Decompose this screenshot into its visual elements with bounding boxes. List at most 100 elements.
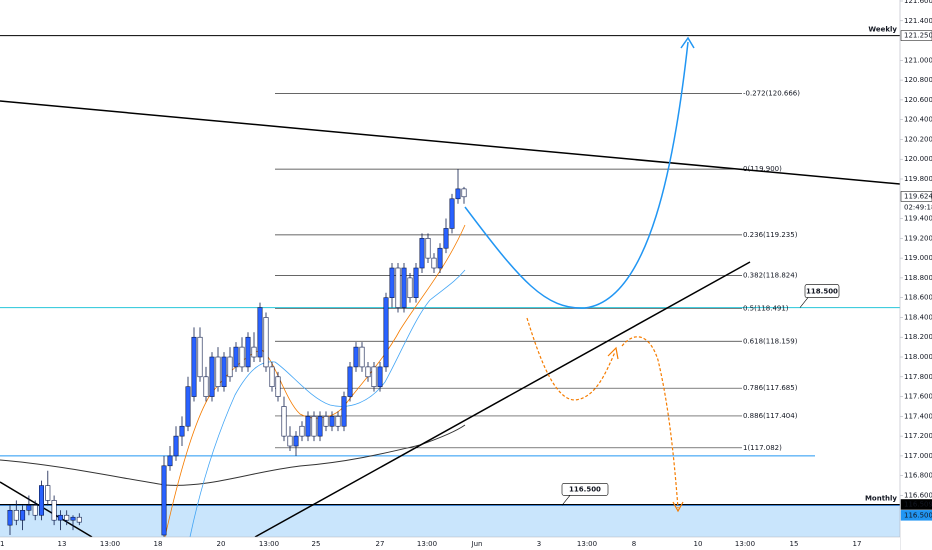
y-tick-label: 121.000 <box>904 56 932 64</box>
candle-body <box>311 416 317 437</box>
trend-line <box>254 261 751 538</box>
candle-body <box>293 435 299 447</box>
candle-body <box>13 509 19 521</box>
level-label: 118.500 <box>806 288 838 296</box>
candle-body <box>317 416 323 437</box>
candle-body <box>365 366 371 378</box>
candle-body <box>64 514 70 521</box>
y-tick-label: 120.400 <box>904 116 932 124</box>
fib-label: -0.272(120.666) <box>743 89 800 97</box>
candle-body <box>401 267 407 308</box>
candle-body <box>20 509 26 521</box>
candle-body <box>437 247 443 269</box>
x-tick-label: 20 <box>217 540 226 548</box>
y-tick-label: 118.600 <box>904 294 932 302</box>
candle-body <box>76 516 82 523</box>
candle-body <box>263 317 269 368</box>
price-axis <box>900 0 932 550</box>
y-tick-label: 118.000 <box>904 353 932 361</box>
candle-body <box>407 277 413 298</box>
time-axis <box>0 537 900 550</box>
y-tick-label: 118.800 <box>904 274 932 282</box>
price-label-box <box>900 191 932 202</box>
x-tick-label: 8 <box>632 540 636 548</box>
candle-body <box>173 435 179 457</box>
y-tick-label: 117.600 <box>904 393 932 401</box>
candle-body <box>245 336 251 368</box>
y-tick-label: 116.800 <box>904 472 932 480</box>
candle-body <box>443 228 449 249</box>
y-tick-label: 120.000 <box>904 155 932 163</box>
level-label-box <box>804 284 840 298</box>
candle-body <box>197 336 203 378</box>
candle-body <box>203 376 209 397</box>
x-tick-label: 15 <box>790 540 799 548</box>
fib-label: 0(119.900) <box>743 165 782 173</box>
price-label: 116.500 <box>904 511 932 519</box>
fib-label: 0.5(118.491) <box>743 304 789 312</box>
x-tick-label: 13:00 <box>735 540 755 548</box>
candle-body <box>323 416 329 427</box>
x-tick-label: 3 <box>537 540 541 548</box>
candle-body <box>32 505 38 516</box>
candle-body <box>45 485 51 501</box>
candle-body <box>227 356 233 378</box>
candle-body <box>7 509 13 526</box>
candle-body <box>389 267 395 298</box>
x-tick-label: 13:00 <box>577 540 597 548</box>
fib-label: 1(117.082) <box>743 444 782 452</box>
moving-average <box>164 224 466 538</box>
price-label: 121.250 <box>904 32 932 40</box>
candle-body <box>425 238 431 259</box>
x-tick-label: 1 <box>0 540 4 548</box>
level-name: Weekly <box>868 26 897 34</box>
candle-body <box>335 416 341 427</box>
candle-body <box>209 356 215 397</box>
candle-body <box>395 267 401 308</box>
zone-layer: 116.500 <box>0 483 900 537</box>
y-tick-label: 116.600 <box>904 491 932 499</box>
price-label: 119.624 <box>904 192 932 200</box>
y-tick-label: 120.600 <box>904 96 932 104</box>
candle-body <box>161 465 167 536</box>
candle-body <box>359 346 365 368</box>
candle-body <box>38 485 44 516</box>
price-label-box <box>900 499 932 510</box>
candle-body <box>281 406 287 437</box>
countdown: 02:49:18 <box>904 203 932 211</box>
y-tick-label: 120.800 <box>904 76 932 84</box>
y-tick-label: 121.400 <box>904 17 932 25</box>
level-layer: Weekly 118.500 Monthly -0.272(120.666) 0(119… <box>0 26 900 505</box>
arrow-head <box>672 501 684 513</box>
candle-body <box>251 346 257 358</box>
fib-label: 0.886(117.404) <box>743 412 798 420</box>
y-tick-label: 117.800 <box>904 373 932 381</box>
candle-body <box>221 356 227 387</box>
candle-body <box>383 297 389 368</box>
y-tick-label: 117.400 <box>904 412 932 420</box>
zone-label: 116.500 <box>569 485 601 493</box>
candle-body <box>287 435 293 447</box>
candle-body <box>329 416 335 427</box>
x-tick-label: 25 <box>312 540 321 548</box>
candle-body <box>269 366 275 387</box>
projection-arrow <box>526 317 616 401</box>
candle-body <box>449 198 455 229</box>
candle-body <box>57 514 63 521</box>
candle-body <box>461 188 467 198</box>
candle-body <box>353 346 359 368</box>
zone-label-box <box>561 483 609 496</box>
candle-body <box>305 416 311 437</box>
price-label-box <box>900 30 932 41</box>
candle-body <box>257 307 263 358</box>
y-tick-label: 117.200 <box>904 432 932 440</box>
x-tick-label: Jun <box>471 540 483 548</box>
candle-body <box>455 188 461 200</box>
trend-line <box>0 481 93 538</box>
fib-label: 0.618(118.159) <box>743 337 798 345</box>
y-tick-label: 120.200 <box>904 135 932 143</box>
y-tick-label: 118.400 <box>904 313 932 321</box>
candle-body <box>233 346 239 368</box>
